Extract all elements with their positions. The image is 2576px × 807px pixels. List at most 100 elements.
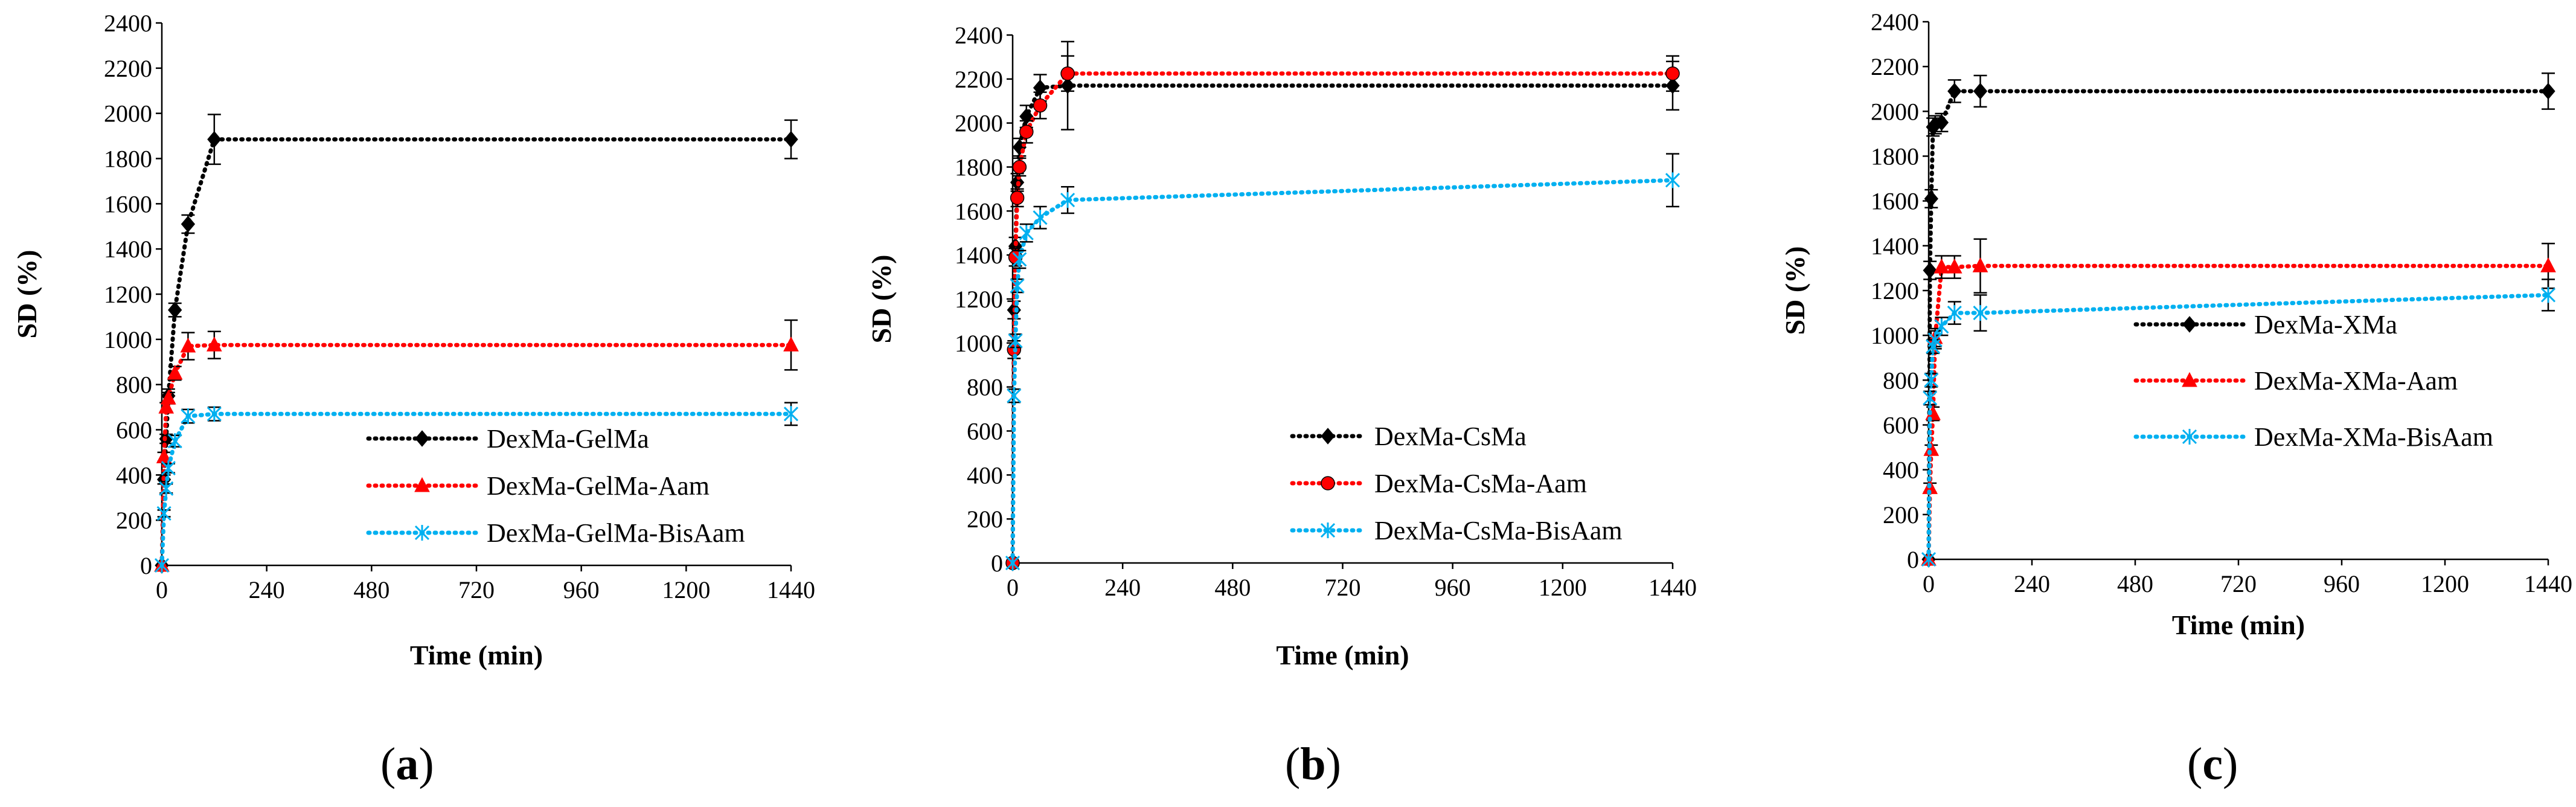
legend-entry: DexMa-GelMa-Aam <box>366 471 710 501</box>
legend-entry: DexMa-XMa-Aam <box>2133 366 2458 396</box>
data-point <box>1947 305 1962 321</box>
data-point <box>1927 332 1943 348</box>
panel-label: (c) <box>2187 739 2238 789</box>
panel-label-open: ( <box>2187 739 2202 789</box>
data-point <box>180 337 196 353</box>
data-point <box>181 408 196 425</box>
y-tick-label: 2000 <box>1871 98 1919 125</box>
data-point <box>1033 210 1048 226</box>
y-tick-label: 0 <box>140 552 152 579</box>
y-tick-label: 1800 <box>955 154 1003 181</box>
x-tick-label: 720 <box>2220 570 2257 597</box>
data-point <box>1060 66 1075 81</box>
y-axis-title: SD (%) <box>11 250 42 339</box>
data-point <box>1010 190 1025 205</box>
y-tick-label: 2000 <box>955 110 1003 137</box>
data-point <box>168 301 182 318</box>
y-tick-label: 1400 <box>955 242 1003 269</box>
y-tick-label: 1000 <box>104 326 152 353</box>
x-tick-label: 0 <box>156 576 168 603</box>
x-tick-label: 0 <box>1007 574 1019 601</box>
y-axis-title: SD (%) <box>866 255 897 344</box>
data-point <box>1934 114 1949 131</box>
data-point <box>1923 390 1938 406</box>
legend-entry: DexMa-CsMa <box>1290 422 1527 451</box>
data-point <box>158 399 175 414</box>
y-tick-label: 2400 <box>955 22 1003 49</box>
y-tick-label: 0 <box>991 550 1003 577</box>
legend-marker <box>1320 522 1336 538</box>
legend-entry: DexMa-GelMa-BisAam <box>366 518 745 548</box>
x-tick-label: 240 <box>2014 570 2050 597</box>
data-point <box>1008 333 1023 349</box>
series-DexMa-GelMa-BisAam <box>154 402 799 573</box>
x-tick-label: 960 <box>563 576 600 603</box>
y-tick-label: 1200 <box>1871 277 1919 304</box>
y-tick-label: 1600 <box>104 190 152 217</box>
data-point <box>1019 124 1034 139</box>
legend-label: DexMa-CsMa-Aam <box>1374 469 1587 498</box>
data-point <box>1005 555 1020 571</box>
y-tick-label: 1000 <box>1871 322 1919 349</box>
legend-marker <box>2182 371 2197 387</box>
legend-label: DexMa-XMa-Aam <box>2254 366 2458 396</box>
data-point <box>783 406 799 422</box>
panel-label-letter: a <box>396 739 418 789</box>
data-point <box>1972 257 1988 272</box>
y-tick-label: 1000 <box>955 330 1003 357</box>
data-point <box>1921 551 1937 567</box>
x-tick-label: 480 <box>353 576 389 603</box>
data-point <box>2540 257 2556 272</box>
y-tick-label: 600 <box>116 417 152 444</box>
data-point <box>2540 287 2556 303</box>
legend-marker <box>2182 429 2197 445</box>
y-tick-label: 800 <box>967 374 1003 401</box>
y-tick-label: 1600 <box>1871 188 1919 215</box>
series-DexMa-XMa-Aam <box>1921 238 2556 566</box>
data-point <box>167 433 182 449</box>
series-DexMa-GelMa-Aam <box>154 319 799 572</box>
x-tick-label: 240 <box>1104 574 1141 601</box>
x-tick-label: 240 <box>249 576 285 603</box>
data-point <box>1973 305 1988 321</box>
panel-label-close: ) <box>418 739 434 789</box>
y-tick-label: 2400 <box>1871 8 1919 36</box>
legend-label: DexMa-CsMa-BisAam <box>1374 516 1623 545</box>
panel-label-letter: b <box>1300 739 1325 789</box>
data-point <box>1946 258 1962 274</box>
y-tick-label: 2200 <box>955 66 1003 93</box>
y-tick-label: 400 <box>116 461 152 489</box>
panel-label-letter: c <box>2202 739 2223 789</box>
data-point <box>161 460 176 477</box>
x-tick-label: 960 <box>1435 574 1471 601</box>
series-DexMa-XMa <box>1921 72 2555 568</box>
panel-label-close: ) <box>2223 739 2238 789</box>
data-point <box>207 336 222 352</box>
y-tick-label: 2200 <box>104 55 152 82</box>
y-tick-label: 2200 <box>1871 53 1919 80</box>
legend-label: DexMa-XMa <box>2254 310 2397 339</box>
x-tick-label: 1440 <box>767 576 815 603</box>
data-point <box>207 406 222 422</box>
y-tick-label: 600 <box>1883 412 1919 439</box>
y-tick-label: 400 <box>967 461 1003 489</box>
data-point <box>1007 388 1022 404</box>
data-point <box>1012 159 1027 175</box>
y-tick-label: 200 <box>967 506 1003 533</box>
y-tick-label: 1400 <box>104 236 152 263</box>
data-point <box>1934 318 1949 335</box>
panel-label-close: ) <box>1326 739 1341 789</box>
y-tick-label: 600 <box>967 418 1003 445</box>
data-point <box>1973 83 1988 100</box>
x-tick-label: 480 <box>2117 570 2153 597</box>
x-tick-label: 480 <box>1214 574 1251 601</box>
legend-entry: DexMa-CsMa-BisAam <box>1290 516 1623 545</box>
y-tick-label: 400 <box>1883 457 1919 484</box>
y-tick-label: 0 <box>1907 546 1919 573</box>
x-tick-label: 1200 <box>2421 570 2469 597</box>
series-line <box>1010 178 1675 565</box>
x-tick-label: 1440 <box>1648 574 1697 601</box>
panel-label-open: ( <box>1285 739 1300 789</box>
data-point <box>1665 66 1680 81</box>
